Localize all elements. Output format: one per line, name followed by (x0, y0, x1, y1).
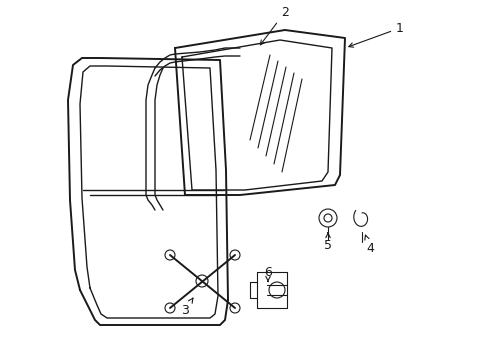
Text: 5: 5 (324, 233, 331, 252)
Text: 2: 2 (260, 5, 288, 45)
Text: 1: 1 (348, 22, 403, 47)
Text: 4: 4 (364, 235, 373, 255)
Text: 3: 3 (181, 298, 193, 316)
Text: 6: 6 (264, 266, 271, 282)
